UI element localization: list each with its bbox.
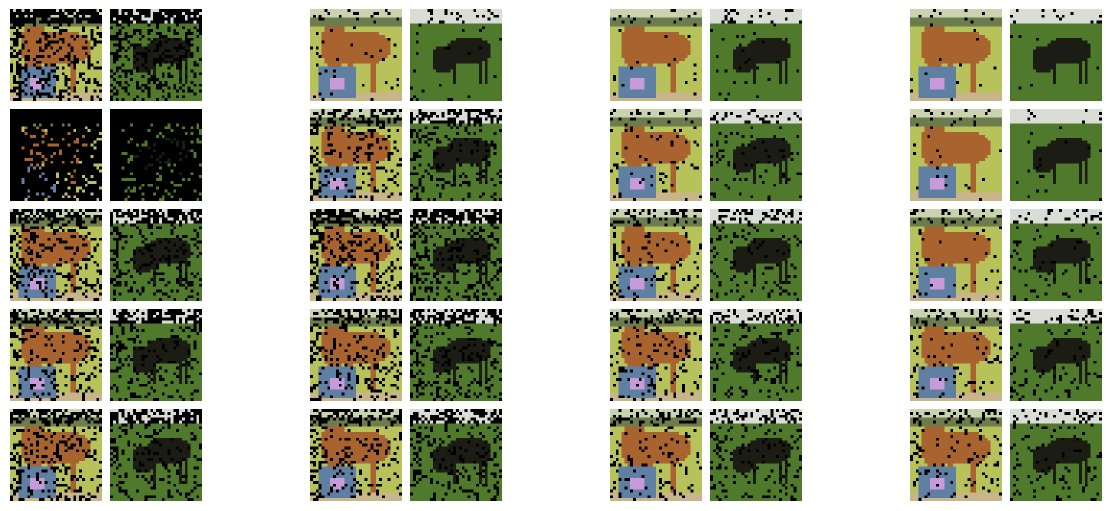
brown-horse-image-r2-c3 (610, 109, 702, 201)
black-horse-image-r4-c4 (1010, 309, 1102, 401)
brown-horse-image-r4-c3 (610, 309, 702, 401)
black-horse-image-r2-c3 (710, 109, 802, 201)
brown-horse-image-r5-c3 (610, 409, 702, 501)
brown-horse-image-r4-c2 (310, 309, 402, 401)
black-horse-image-r4-c2 (410, 309, 502, 401)
black-horse-image-r1-c2 (410, 9, 502, 101)
brown-horse-image-r1-c3 (610, 9, 702, 101)
brown-horse-image-r4-c4 (910, 309, 1002, 401)
black-horse-image-r4-c1 (110, 309, 202, 401)
brown-horse-image-r5-c4 (910, 409, 1002, 501)
black-horse-image-r1-c3 (710, 9, 802, 101)
brown-horse-image-r2-c2 (310, 109, 402, 201)
brown-horse-image-r3-c1 (10, 209, 102, 301)
black-horse-image-r1-c4 (1010, 9, 1102, 101)
brown-horse-image-r1-c2 (310, 9, 402, 101)
brown-horse-image-r4-c1 (10, 309, 102, 401)
brown-horse-image-r1-c4 (910, 9, 1002, 101)
black-horse-image-r3-c1 (110, 209, 202, 301)
black-horse-image-r2-c2 (410, 109, 502, 201)
brown-horse-image-r3-c4 (910, 209, 1002, 301)
black-horse-image-r3-c2 (410, 209, 502, 301)
black-horse-image-r5-c2 (410, 409, 502, 501)
black-horse-image-r4-c3 (710, 309, 802, 401)
black-horse-image-r5-c1 (110, 409, 202, 501)
brown-horse-image-r3-c2 (310, 209, 402, 301)
black-horse-image-r2-c1 (110, 109, 202, 201)
brown-horse-image-r5-c1 (10, 409, 102, 501)
black-horse-image-r1-c1 (110, 9, 202, 101)
brown-horse-image-r5-c2 (310, 409, 402, 501)
brown-horse-image-r3-c3 (610, 209, 702, 301)
black-horse-image-r2-c4 (1010, 109, 1102, 201)
brown-horse-image-r2-c4 (910, 109, 1002, 201)
black-horse-image-r5-c3 (710, 409, 802, 501)
black-horse-image-r5-c4 (1010, 409, 1102, 501)
black-horse-image-r3-c4 (1010, 209, 1102, 301)
black-horse-image-r3-c3 (710, 209, 802, 301)
brown-horse-image-r1-c1 (10, 9, 102, 101)
brown-horse-image-r2-c1 (10, 109, 102, 201)
